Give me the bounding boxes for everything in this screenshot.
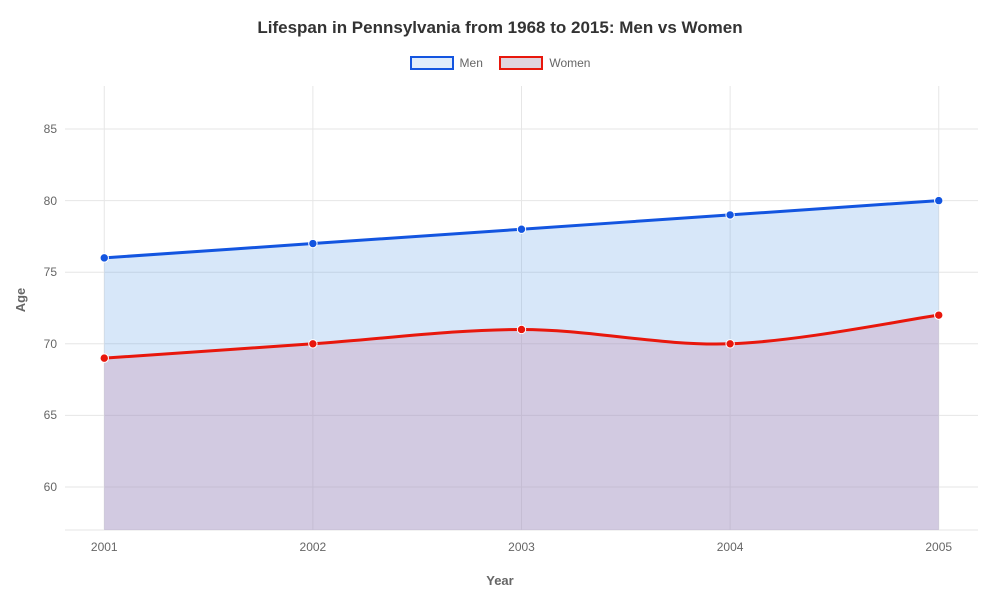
marker-women[interactable]	[309, 340, 317, 348]
marker-men[interactable]	[726, 211, 734, 219]
y-tick-label: 80	[44, 194, 65, 208]
y-axis-label: Age	[13, 288, 28, 313]
plot-area: 60657075808520012002200320042005	[65, 86, 978, 530]
x-tick-label: 2003	[508, 530, 535, 554]
x-tick-label: 2001	[91, 530, 118, 554]
legend-swatch-women	[499, 56, 543, 70]
x-tick-label: 2002	[300, 530, 327, 554]
marker-men[interactable]	[309, 239, 317, 247]
marker-women[interactable]	[100, 354, 108, 362]
x-tick-label: 2004	[717, 530, 744, 554]
marker-women[interactable]	[517, 325, 525, 333]
marker-women[interactable]	[935, 311, 943, 319]
y-tick-label: 75	[44, 265, 65, 279]
legend: Men Women	[0, 56, 1000, 75]
chart-container: Lifespan in Pennsylvania from 1968 to 20…	[0, 0, 1000, 600]
chart-svg	[65, 86, 978, 530]
y-tick-label: 60	[44, 480, 65, 494]
legend-swatch-men	[410, 56, 454, 70]
marker-men[interactable]	[100, 254, 108, 262]
x-axis-label: Year	[0, 573, 1000, 588]
marker-men[interactable]	[935, 196, 943, 204]
legend-item-women[interactable]: Women	[499, 56, 590, 70]
y-tick-label: 70	[44, 337, 65, 351]
x-tick-label: 2005	[925, 530, 952, 554]
legend-label-women: Women	[549, 56, 590, 70]
y-tick-label: 65	[44, 408, 65, 422]
chart-title: Lifespan in Pennsylvania from 1968 to 20…	[0, 18, 1000, 38]
marker-women[interactable]	[726, 340, 734, 348]
marker-men[interactable]	[517, 225, 525, 233]
legend-item-men[interactable]: Men	[410, 56, 483, 70]
legend-label-men: Men	[460, 56, 483, 70]
y-tick-label: 85	[44, 122, 65, 136]
